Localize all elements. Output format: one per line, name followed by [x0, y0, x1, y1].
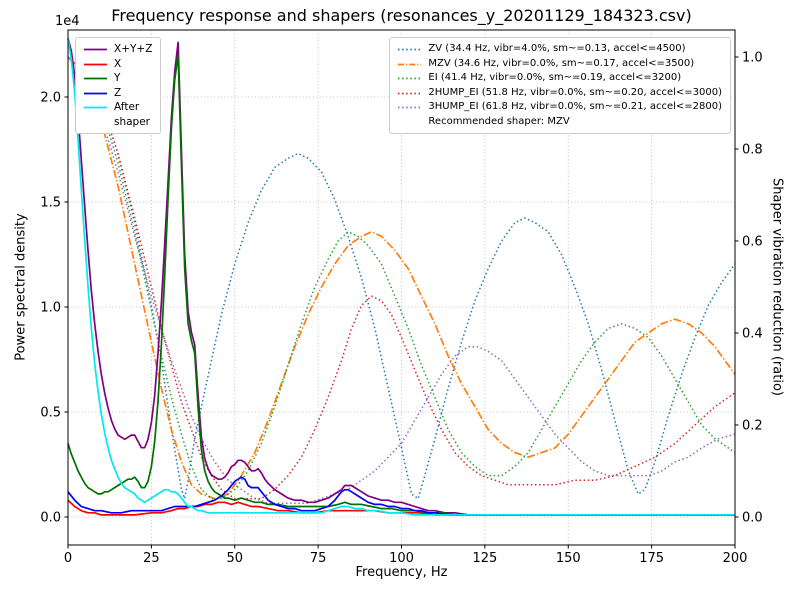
legend-swatch-solid: [84, 63, 107, 65]
y-right-tick-label: 0.6: [742, 234, 763, 249]
legend-entry-label: EI (41.4 Hz, vibr=0.0%, sm~=0.19, accel<…: [428, 72, 682, 83]
legend-entry: X: [83, 57, 152, 72]
legend-entry-label: MZV (34.6 Hz, vibr=0.0%, sm~=0.17, accel…: [428, 57, 695, 69]
legend-entry-label: After shaper: [114, 101, 151, 128]
legend-entry: Y: [83, 71, 152, 86]
legend-entry-label: X+Y+Z: [114, 43, 153, 55]
y-right-axis-label: Shaper vibration reduction (ratio): [769, 178, 785, 396]
x-axis-label: Frequency, Hz: [355, 565, 448, 580]
legend-entry: MZV (34.6 Hz, vibr=0.0%, sm~=0.17, accel…: [397, 57, 722, 72]
legend-entry: 2HUMP_EI (51.8 Hz, vibr=0.0%, sm~=0.20, …: [397, 86, 722, 101]
y-left-axis-label: Power spectral density: [13, 213, 29, 361]
legend-psd: X+Y+Z X Y Z After shaper: [75, 37, 162, 134]
y-right-tick-label: 0.8: [742, 142, 763, 157]
legend-entry: Z: [83, 86, 152, 101]
y-right-tick-label: 0.0: [742, 510, 763, 525]
legend-entry: After shaper: [83, 100, 152, 129]
legend-entry-label: Z: [114, 86, 122, 99]
legend-recommended-shaper-note: Recommended shaper: MZV: [428, 115, 570, 127]
legend-entry: X+Y+Z: [83, 42, 152, 57]
legend-swatch-dotted: [398, 77, 422, 80]
x-tick-label: 200: [723, 551, 748, 566]
legend-swatch-dotted: [398, 106, 422, 109]
legend-swatch-solid: [84, 106, 107, 109]
legend-shapers: ZV (34.4 Hz, vibr=4.0%, sm~=0.13, accel<…: [389, 37, 731, 134]
legend-entry-label: Y: [114, 72, 121, 84]
y-left-tick-label: 2.0: [40, 90, 61, 105]
x-tick-label: 150: [556, 551, 581, 566]
legend-entry-label: 3HUMP_EI (61.8 Hz, vibr=0.0%, sm~=0.21, …: [428, 101, 722, 112]
series-3hump_ei: [67, 56, 736, 504]
legend-swatch-solid: [84, 77, 107, 80]
series-z: [67, 476, 735, 516]
series-y: [67, 54, 735, 516]
y-right-tick-label: 0.2: [742, 418, 763, 433]
series-ei: [67, 56, 736, 500]
y-right-tick-label: 1.0: [742, 51, 763, 66]
x-tick-label: 75: [310, 551, 327, 566]
y-left-tick-label: 1.5: [40, 195, 61, 210]
series-zv: [67, 56, 736, 500]
chart-title: Frequency response and shapers (resonanc…: [111, 6, 692, 25]
series-after-shaper: [67, 38, 735, 516]
x-tick-label: 125: [472, 551, 497, 566]
series-mzv: [67, 56, 736, 500]
y-right-tick-label: 0.4: [742, 326, 763, 341]
legend-swatch-solid: [84, 92, 107, 94]
x-tick-label: 0: [64, 551, 72, 566]
legend-swatch-dotted: [398, 92, 422, 94]
legend-swatch-solid: [84, 48, 107, 51]
series-2hump_ei: [67, 56, 736, 500]
legend-swatch-dotted: [398, 48, 422, 51]
y-left-tick-label: 0.5: [40, 406, 61, 421]
y-axis-offset-label: 1e4: [55, 14, 80, 29]
legend-entry-label: X: [114, 57, 122, 70]
y-left-tick-label: 1.0: [40, 300, 61, 315]
series-x+y+z: [67, 37, 735, 516]
y-left-tick-label: 0.0: [40, 511, 61, 526]
legend-entry: EI (41.4 Hz, vibr=0.0%, sm~=0.19, accel<…: [397, 71, 722, 86]
x-tick-label: 175: [639, 551, 664, 566]
legend-swatch-dashdot: [398, 63, 422, 65]
x-tick-label: 25: [143, 551, 160, 566]
legend-entry-label: ZV (34.4 Hz, vibr=4.0%, sm~=0.13, accel<…: [428, 43, 686, 54]
legend-entry: 3HUMP_EI (61.8 Hz, vibr=0.0%, sm~=0.21, …: [397, 100, 722, 115]
legend-entry: ZV (34.4 Hz, vibr=4.0%, sm~=0.13, accel<…: [397, 42, 722, 57]
legend-entry-label: 2HUMP_EI (51.8 Hz, vibr=0.0%, sm~=0.20, …: [428, 86, 722, 98]
x-tick-label: 100: [389, 551, 414, 566]
x-tick-label: 50: [226, 551, 243, 566]
